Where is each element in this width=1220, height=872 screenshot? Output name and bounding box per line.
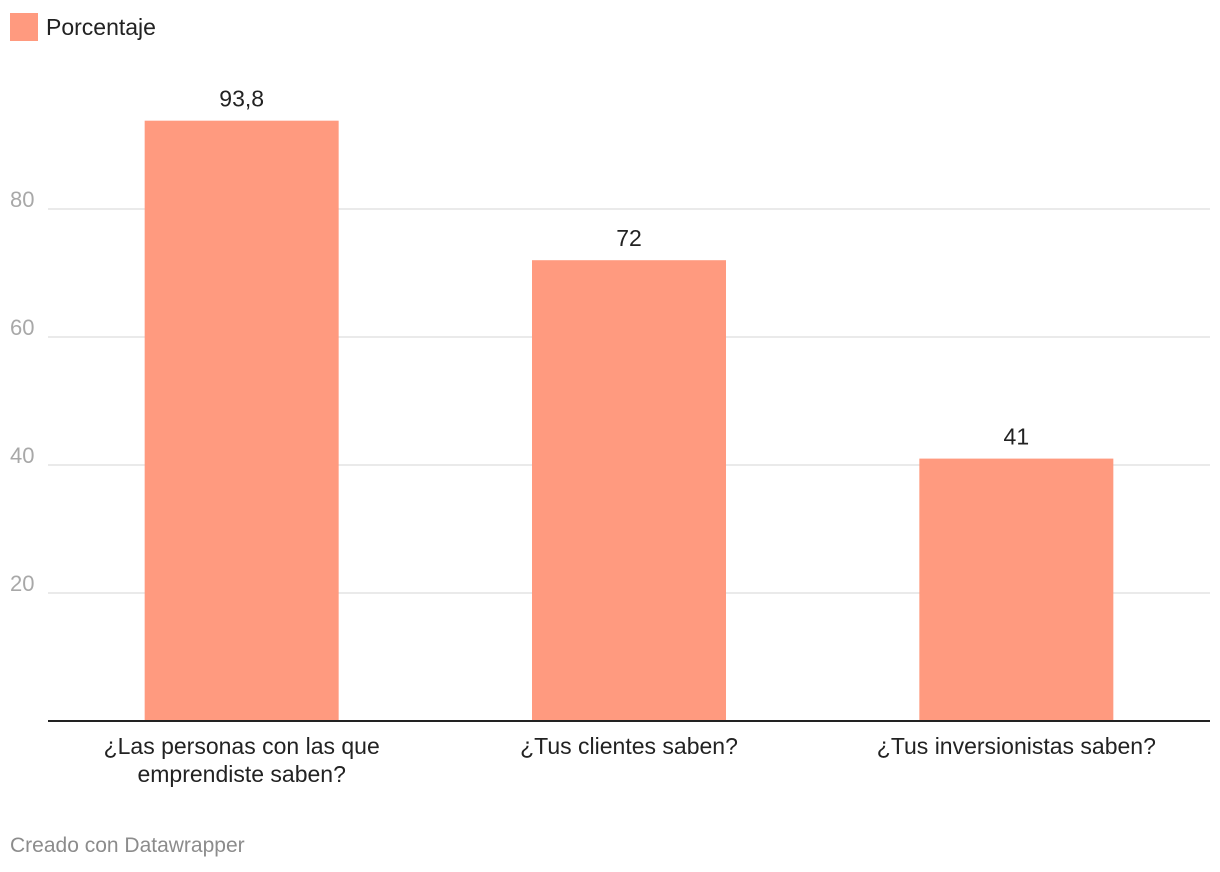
y-tick-label: 80 (10, 187, 34, 212)
legend: Porcentaje (10, 12, 156, 42)
x-tick-label: ¿Las personas con las que (104, 733, 380, 759)
y-tick-label: 20 (10, 571, 34, 596)
bar-value-label: 72 (616, 225, 642, 251)
footer-credit: Creado con Datawrapper (10, 834, 245, 857)
bar-value-label: 93,8 (219, 86, 264, 112)
y-tick-label: 40 (10, 443, 34, 468)
x-tick-label: ¿Tus clientes saben? (520, 733, 738, 759)
bar (532, 260, 726, 721)
y-tick-label: 60 (10, 315, 34, 340)
x-tick-label: ¿Tus inversionistas saben? (877, 733, 1156, 759)
bar (919, 458, 1114, 721)
legend-swatch (10, 13, 38, 41)
bar (144, 120, 339, 722)
bar-value-label: 41 (1004, 424, 1030, 450)
legend-label: Porcentaje (46, 13, 156, 40)
x-tick-label: emprendiste saben? (137, 761, 345, 787)
